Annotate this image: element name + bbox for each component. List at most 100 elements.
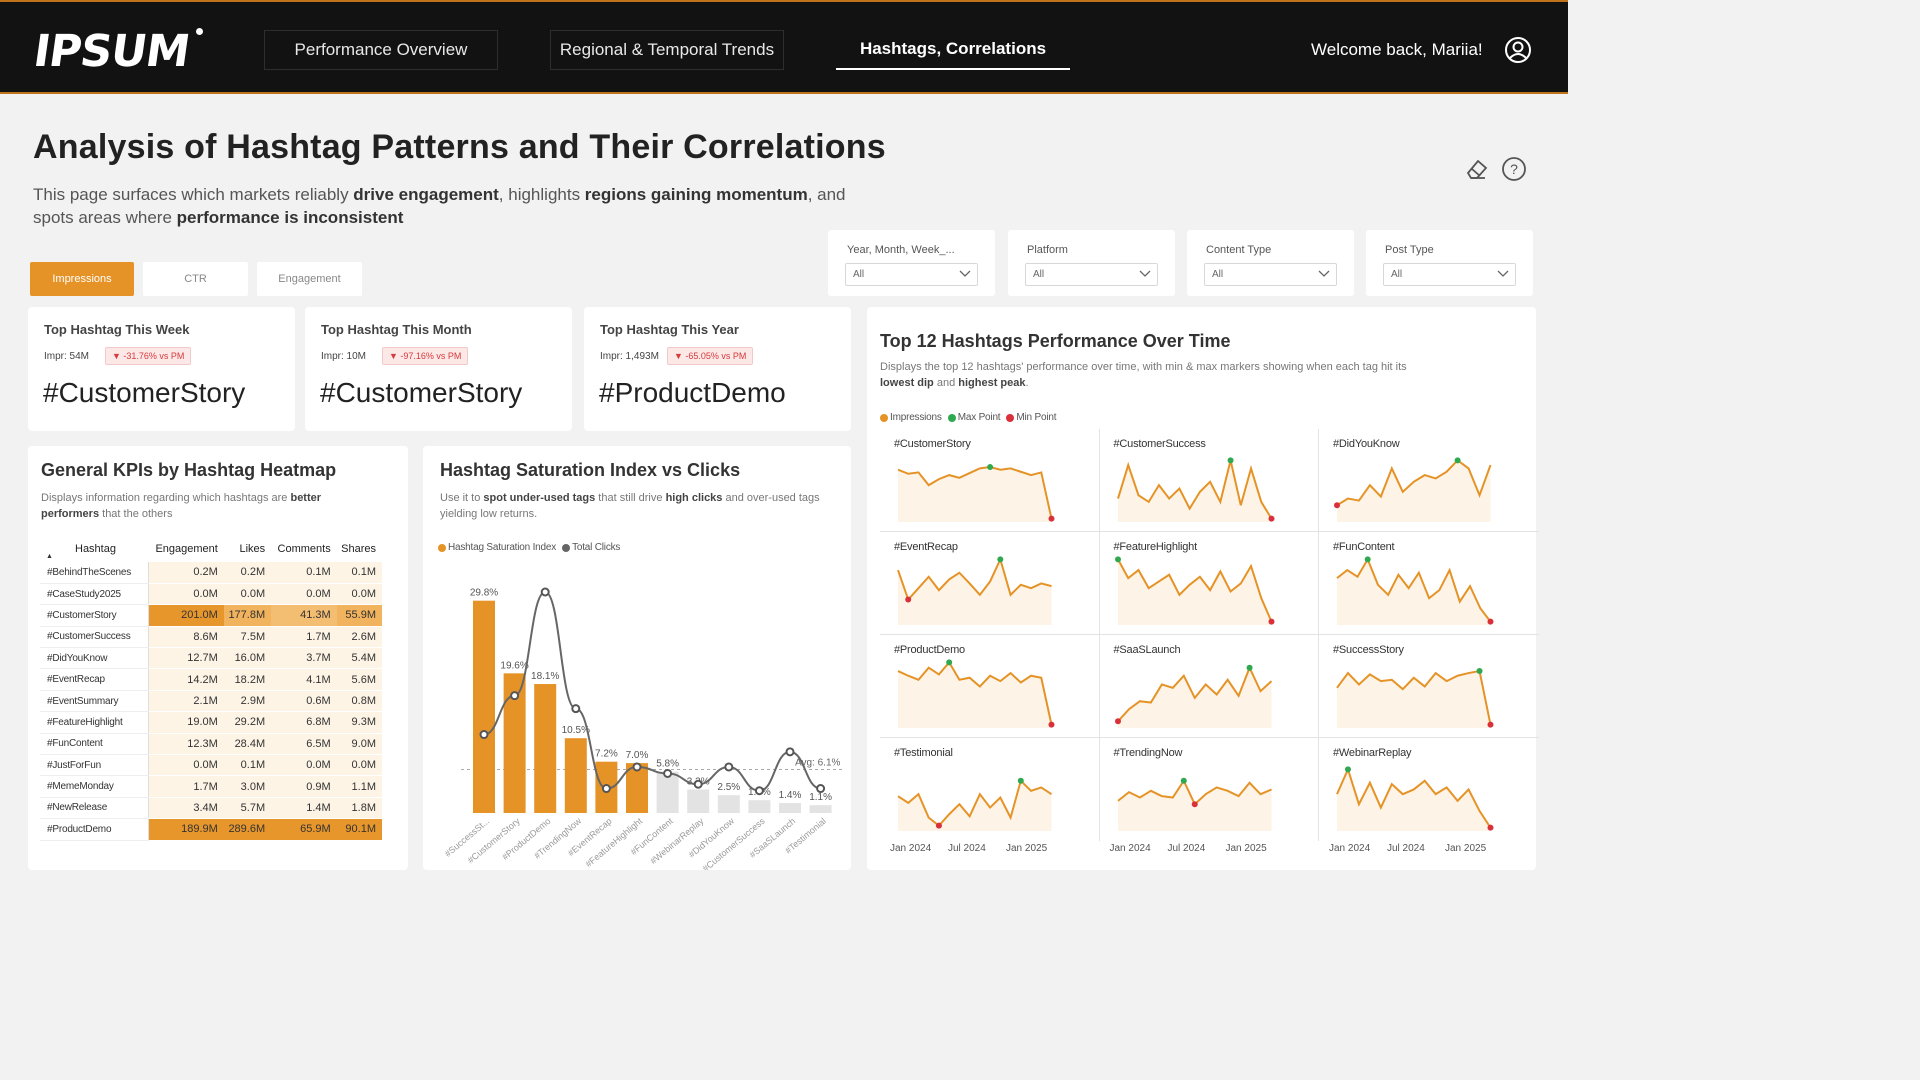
- welcome-message: Welcome back, Mariia!: [1311, 40, 1483, 59]
- column-header[interactable]: Shares: [341, 543, 376, 555]
- table-row[interactable]: #EventSummary 2.1M 2.9M 0.6M 0.8M: [40, 690, 382, 713]
- tab-performance-overview[interactable]: Performance Overview: [264, 30, 498, 70]
- likes-cell: 0.2M: [223, 562, 272, 584]
- table-row[interactable]: #EventRecap 14.2M 18.2M 4.1M 5.6M: [40, 668, 382, 691]
- table-row[interactable]: #FeatureHighlight 19.0M 29.2M 6.8M 9.3M: [40, 711, 382, 734]
- measure-tab-engagement[interactable]: Engagement: [257, 262, 362, 296]
- small-multiple-title: #DidYouKnow: [1333, 438, 1400, 450]
- sparkline-chart: [1336, 556, 1494, 625]
- max-point-marker: [1344, 766, 1351, 773]
- column-header[interactable]: Hashtag: [75, 543, 116, 555]
- comments-cell: 6.5M: [271, 733, 337, 756]
- top-hashtag-value: #CustomerStory: [43, 377, 246, 408]
- bar-value-label: 7.2%: [595, 749, 618, 760]
- date-dropdown[interactable]: All: [845, 263, 978, 286]
- clicks-point: [754, 786, 764, 796]
- change-badge: ▼ -31.76% vs PM: [105, 347, 192, 365]
- table-row[interactable]: #MemeMonday 1.7M 3.0M 0.9M 1.1M: [40, 775, 382, 798]
- clicks-point: [663, 768, 673, 778]
- average-label: Avg: 6.1%: [795, 758, 841, 769]
- x-axis-tick-label: Jan 2025: [1006, 843, 1048, 854]
- min-point-marker: [1191, 801, 1198, 808]
- table-row[interactable]: #NewRelease 3.4M 5.7M 1.4M 1.8M: [40, 797, 382, 820]
- table-row[interactable]: #FunContent 12.3M 28.4M 6.5M 9.0M: [40, 733, 382, 756]
- hashtag-cell: #CustomerStory: [40, 604, 149, 627]
- table-row[interactable]: #BehindTheScenes 0.2M 0.2M 0.1M 0.1M: [40, 562, 382, 584]
- small-multiple-title: #Testimonial: [894, 747, 953, 759]
- bar: [748, 800, 771, 813]
- small-multiple-cell: #CustomerSuccess: [1099, 429, 1319, 532]
- table-row[interactable]: #CaseStudy2025 0.0M 0.0M 0.0M 0.0M: [40, 583, 382, 606]
- small-multiple-title: #SuccessStory: [1333, 644, 1404, 656]
- top-hashtag-value: #ProductDemo: [599, 377, 786, 408]
- top12-subtitle: Displays the top 12 hashtags' performanc…: [880, 361, 1407, 389]
- content-type-dropdown[interactable]: All: [1204, 263, 1337, 286]
- engagement-cell: 14.2M: [148, 668, 224, 691]
- clicks-point: [571, 704, 581, 714]
- likes-cell: 29.2M: [223, 711, 272, 734]
- shares-cell: 9.3M: [336, 711, 382, 734]
- clicks-point: [601, 784, 611, 794]
- small-multiple-cell: #WebinarReplay Jan 2024 Jul 2024 Jan 2025: [1319, 738, 1539, 854]
- column-header[interactable]: Engagement: [155, 543, 218, 555]
- sparkline-chart: [1114, 664, 1272, 728]
- shares-cell: 55.9M: [336, 604, 382, 627]
- change-badge: ▼ -65.05% vs PM: [667, 347, 754, 365]
- table-row[interactable]: #CustomerSuccess 8.6M 7.5M 1.7M 2.6M: [40, 626, 382, 649]
- x-tick-label: #CustomerStory: [466, 816, 523, 866]
- table-row[interactable]: #CustomerStory 201.0M 177.8M 41.3M 55.9M: [40, 604, 382, 627]
- column-header[interactable]: Likes: [239, 543, 266, 555]
- sparkline-line: [1116, 460, 1272, 520]
- bar: [503, 673, 526, 813]
- platform-dropdown[interactable]: All: [1025, 263, 1158, 286]
- sparkline-line: [897, 660, 1053, 725]
- legend-item: Min Point: [1006, 412, 1056, 423]
- sort-ascending-icon[interactable]: ▲: [46, 553, 53, 560]
- comments-cell: 0.6M: [271, 690, 337, 713]
- small-multiple-title: #FunContent: [1333, 541, 1395, 553]
- shares-cell: 2.6M: [336, 626, 382, 649]
- post-type-dropdown[interactable]: All: [1383, 263, 1516, 286]
- bar-value-label: 2.5%: [717, 782, 740, 793]
- max-point-marker: [1227, 457, 1234, 464]
- comments-cell: 3.7M: [271, 647, 337, 670]
- filter-label: Content Type: [1206, 244, 1272, 256]
- filter-label: Platform: [1027, 244, 1068, 256]
- heatmap-subtitle: Displays information regarding which has…: [41, 492, 322, 520]
- eraser-icon[interactable]: [1463, 156, 1489, 187]
- chevron-down-icon: [1139, 268, 1151, 281]
- sparkline-chart: [1114, 556, 1274, 625]
- clicks-point: [724, 762, 734, 772]
- legend-item: Impressions: [880, 412, 942, 423]
- tab-hashtags-correlations[interactable]: Hashtags, Correlations: [836, 30, 1070, 70]
- user-circle-icon[interactable]: [1504, 36, 1532, 69]
- clicks-point: [785, 747, 795, 757]
- column-header[interactable]: Comments: [277, 543, 331, 555]
- measure-tab-ctr[interactable]: CTR: [143, 262, 248, 296]
- likes-cell: 5.7M: [223, 797, 272, 820]
- measure-tab-impressions[interactable]: Impressions: [30, 262, 134, 296]
- tab-regional-temporal-trends[interactable]: Regional & Temporal Trends: [550, 30, 784, 70]
- logo: IPSUM: [30, 26, 193, 77]
- sparkline-chart: [1334, 457, 1492, 522]
- clicks-point: [540, 587, 550, 597]
- engagement-cell: 2.1M: [148, 690, 224, 713]
- filter-post-type: Post Type All: [1366, 230, 1533, 296]
- min-point-marker: [1048, 515, 1055, 522]
- likes-cell: 2.9M: [223, 690, 272, 713]
- table-row[interactable]: #DidYouKnow 12.7M 16.0M 3.7M 5.4M: [40, 647, 382, 670]
- engagement-cell: 201.0M: [148, 604, 224, 627]
- help-icon[interactable]: ?: [1501, 156, 1527, 187]
- min-point-marker: [1487, 824, 1494, 831]
- small-multiple-title: #CustomerStory: [894, 438, 971, 450]
- bar: [564, 738, 587, 813]
- top-hashtag-month-card: Top Hashtag This Month Impr: 10M ▼ -97.1…: [305, 307, 572, 431]
- x-axis-tick-label: Jan 2024: [1329, 843, 1371, 854]
- sparkline-chart: [897, 556, 1052, 625]
- filter-platform: Platform All: [1008, 230, 1175, 296]
- table-row[interactable]: #ProductDemo 189.9M 289.6M 65.9M 90.1M: [40, 818, 382, 841]
- shares-cell: 90.1M: [336, 818, 382, 841]
- page-title: Analysis of Hashtag Patterns and Their C…: [33, 128, 886, 166]
- shares-cell: 0.1M: [336, 562, 382, 584]
- table-row[interactable]: #JustForFun 0.0M 0.1M 0.0M 0.0M: [40, 754, 382, 777]
